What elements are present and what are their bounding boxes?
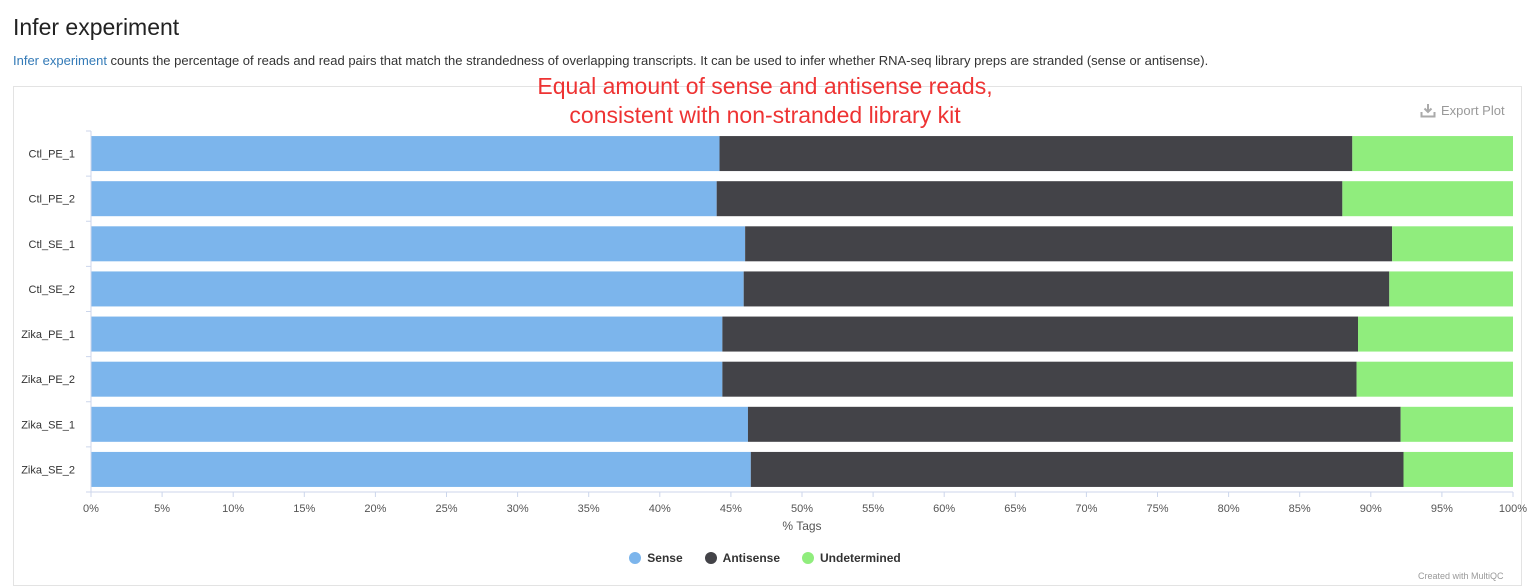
x-tick-label: 55%: [862, 503, 884, 515]
x-tick-label: 75%: [1146, 503, 1168, 515]
legend-label-antisense: Antisense: [722, 551, 781, 565]
legend-item-antisense[interactable]: Antisense: [704, 551, 781, 565]
annotation-line-1: Equal amount of sense and antisense read…: [537, 73, 993, 99]
bar-antisense-zika-se-1: [747, 406, 1401, 442]
chart-annotation: Equal amount of sense and antisense read…: [420, 72, 1110, 130]
bar-sense-zika-se-2: [91, 451, 751, 487]
annotation-line-2: consistent with non-stranded library kit: [569, 102, 961, 128]
x-tick-label: 25%: [435, 503, 457, 515]
description: Infer experiment counts the percentage o…: [13, 53, 1208, 68]
x-tick-label: 5%: [154, 503, 170, 515]
y-tick-label: Ctl_SE_1: [29, 239, 75, 251]
bar-undetermined-ctl-pe-2: [1342, 181, 1513, 217]
bar-antisense-zika-pe-1: [722, 316, 1359, 352]
bar-undetermined-ctl-pe-1: [1352, 136, 1513, 172]
x-axis-title: % Tags: [782, 519, 821, 533]
x-tick-label: 45%: [720, 503, 742, 515]
legend-item-undetermined[interactable]: Undetermined: [802, 551, 901, 565]
legend-item-sense[interactable]: Sense: [629, 551, 683, 565]
legend-marker-sense: [629, 552, 642, 564]
bar-sense-zika-pe-2: [91, 361, 723, 397]
x-tick-label: 10%: [222, 503, 244, 515]
legend-label-undetermined: Undetermined: [820, 551, 901, 565]
x-tick-label: 60%: [933, 503, 955, 515]
y-tick-label: Ctl_PE_1: [29, 149, 75, 161]
x-tick-label: 95%: [1431, 503, 1453, 515]
x-tick-label: 100%: [1499, 503, 1527, 515]
x-tick-label: 15%: [293, 503, 315, 515]
bar-antisense-zika-pe-2: [722, 361, 1357, 397]
y-tick-label: Zika_PE_2: [21, 374, 75, 386]
bar-antisense-ctl-pe-1: [719, 136, 1353, 172]
infer-experiment-link[interactable]: Infer experiment: [13, 53, 107, 68]
bar-antisense-ctl-pe-2: [716, 181, 1343, 217]
description-text: counts the percentage of reads and read …: [106, 53, 1209, 68]
x-tick-label: 70%: [1075, 503, 1097, 515]
y-tick-label: Ctl_SE_2: [29, 284, 75, 296]
bar-sense-ctl-pe-2: [91, 181, 717, 217]
bar-antisense-zika-se-2: [750, 451, 1404, 487]
x-tick-label: 65%: [1004, 503, 1026, 515]
x-tick-label: 50%: [791, 503, 813, 515]
chart-legend: Sense Antisense Undetermined: [0, 551, 1530, 565]
bar-undetermined-zika-se-2: [1403, 451, 1513, 487]
legend-marker-antisense: [704, 552, 717, 564]
bar-undetermined-ctl-se-2: [1389, 271, 1513, 307]
export-plot-label: Export Plot: [1441, 102, 1505, 118]
bar-sense-zika-se-1: [91, 406, 748, 442]
bar-sense-ctl-pe-1: [91, 136, 720, 172]
bar-sense-ctl-se-1: [91, 226, 746, 262]
bar-undetermined-zika-se-1: [1400, 406, 1513, 442]
x-tick-label: 35%: [578, 503, 600, 515]
x-tick-label: 85%: [1289, 503, 1311, 515]
export-plot-button[interactable]: Export Plot: [1420, 100, 1505, 120]
x-tick-label: 0%: [83, 503, 99, 515]
x-tick-label: 30%: [507, 503, 529, 515]
y-tick-label: Ctl_PE_2: [29, 194, 75, 206]
y-tick-label: Zika_SE_1: [21, 419, 75, 431]
x-tick-label: 80%: [1218, 503, 1240, 515]
bar-undetermined-zika-pe-2: [1356, 361, 1513, 397]
bar-sense-zika-pe-1: [91, 316, 723, 352]
bar-antisense-ctl-se-2: [743, 271, 1390, 307]
bar-undetermined-ctl-se-1: [1392, 226, 1513, 262]
x-tick-label: 20%: [364, 503, 386, 515]
x-tick-label: 90%: [1360, 503, 1382, 515]
y-tick-label: Zika_SE_2: [21, 464, 75, 476]
legend-label-sense: Sense: [647, 551, 683, 565]
bar-sense-ctl-se-2: [91, 271, 744, 307]
chart-credits: Created with MultiQC: [1418, 571, 1504, 581]
download-icon: [1420, 103, 1436, 118]
section-title: Infer experiment: [13, 14, 180, 40]
legend-marker-undetermined: [802, 552, 815, 564]
y-tick-label: Zika_PE_1: [21, 329, 75, 341]
bar-antisense-ctl-se-1: [745, 226, 1393, 262]
x-tick-label: 40%: [649, 503, 671, 515]
bar-undetermined-zika-pe-1: [1358, 316, 1513, 352]
